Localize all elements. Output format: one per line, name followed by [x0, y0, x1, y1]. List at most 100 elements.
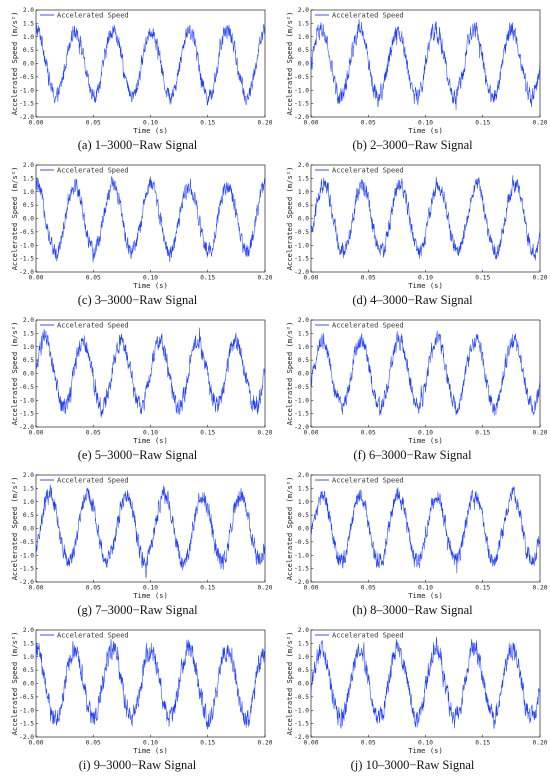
y-tick-label: 1.0: [298, 499, 309, 506]
chart-svg-6: -2.0 -1.5 -1.0 -0.5 0.0 0.5 1.0 1.5 2.0 0.00 0.05 0…: [285, 317, 548, 445]
y-tick-label: 1.0: [298, 344, 309, 351]
x-tick-label: 0.10: [418, 740, 433, 747]
y-tick-label: 2.0: [298, 7, 309, 14]
y-tick-label: -2.0: [19, 269, 34, 276]
x-tick-label: 0.00: [29, 740, 44, 747]
y-tick-label: -2.0: [294, 579, 309, 586]
x-tick-label: 0.15: [200, 275, 215, 282]
x-tick-label: 0.00: [29, 120, 44, 127]
chart-svg-1: -2.0 -1.5 -1.0 -0.5 0.0 0.5 1.0 1.5 2.0 0.00 0.05 0…: [10, 7, 273, 135]
x-tick-label: 0.05: [86, 430, 101, 437]
x-tick-label: 0.10: [418, 585, 433, 592]
y-tick-label: 1.0: [23, 344, 34, 351]
x-tick-label: 0.15: [475, 430, 490, 437]
panel-caption: (i) 9–3000−Raw Signal: [78, 758, 197, 772]
y-tick-label: 1.5: [23, 485, 34, 492]
x-axis-label: Time (s): [133, 436, 168, 445]
y-tick-label: -1.5: [294, 566, 309, 573]
y-tick-label: 0.5: [23, 512, 34, 519]
chart-svg-5: -2.0 -1.5 -1.0 -0.5 0.0 0.5 1.0 1.5 2.0 0.00 0.05 0…: [10, 317, 273, 445]
y-axis-label: Accelerated Speed (m/s²): [10, 167, 19, 271]
x-tick-label: 0.20: [258, 740, 273, 747]
panel-caption: (h) 8–3000−Raw Signal: [352, 603, 473, 617]
chart-svg-10: -2.0 -1.5 -1.0 -0.5 0.0 0.5 1.0 1.5 2.0 0.00 0.05 0…: [285, 627, 548, 755]
signal-line: [35, 176, 266, 263]
y-tick-label: 0.0: [23, 61, 34, 68]
y-axis-label: Accelerated Speed (m/s²): [10, 12, 19, 116]
legend-label: Accelerated Speed: [57, 166, 129, 174]
x-tick-label: 0.15: [475, 585, 490, 592]
y-tick-label: -1.5: [294, 256, 309, 263]
y-tick-label: -0.5: [294, 539, 309, 546]
y-tick-label: -1.0: [294, 397, 309, 404]
y-tick-label: -2.0: [294, 734, 309, 741]
y-tick-label: -1.0: [294, 242, 309, 249]
y-tick-label: -2.0: [19, 424, 34, 431]
y-tick-label: 0.0: [23, 681, 34, 688]
plot-frame: [310, 164, 541, 273]
y-tick-label: -0.5: [294, 384, 309, 391]
y-tick-label: -1.5: [19, 101, 34, 108]
chart-panel-6: -2.0 -1.5 -1.0 -0.5 0.0 0.5 1.0 1.5 2.0 0.00 0.05 0…: [275, 310, 550, 465]
y-tick-label: -1.0: [294, 87, 309, 94]
y-tick-label: -2.0: [19, 734, 34, 741]
chart-svg-8: -2.0 -1.5 -1.0 -0.5 0.0 0.5 1.0 1.5 2.0 0.00 0.05 0…: [285, 472, 548, 600]
y-tick-label: -1.5: [19, 721, 34, 728]
chart-panel-4: -2.0 -1.5 -1.0 -0.5 0.0 0.5 1.0 1.5 2.0 0.00 0.05 0…: [275, 155, 550, 310]
legend-label: Accelerated Speed: [332, 11, 404, 19]
panel-caption: (g) 7–3000−Raw Signal: [77, 603, 198, 617]
x-tick-label: 0.05: [86, 275, 101, 282]
legend-label: Accelerated Speed: [332, 631, 404, 639]
y-tick-label: 0.5: [23, 47, 34, 54]
panel-caption: (a) 1–3000−Raw Signal: [77, 138, 198, 152]
x-tick-label: 0.00: [304, 430, 319, 437]
x-tick-label: 0.05: [361, 585, 376, 592]
y-tick-label: 0.0: [23, 526, 34, 533]
y-tick-label: 0.5: [23, 667, 34, 674]
x-axis-label: Time (s): [133, 126, 168, 135]
y-axis-label: Accelerated Speed (m/s²): [285, 632, 294, 736]
plot-frame: [310, 9, 541, 118]
y-tick-label: 1.5: [298, 485, 309, 492]
y-tick-label: -0.5: [19, 694, 34, 701]
x-axis-label: Time (s): [408, 281, 443, 290]
x-tick-label: 0.10: [143, 275, 158, 282]
y-tick-label: -1.0: [19, 552, 34, 559]
signal-line: [35, 23, 266, 106]
legend-label: Accelerated Speed: [57, 321, 129, 329]
y-tick-label: -0.5: [19, 384, 34, 391]
y-axis-label: Accelerated Speed (m/s²): [285, 12, 294, 116]
chart-panel-1: -2.0 -1.5 -1.0 -0.5 0.0 0.5 1.0 1.5 2.0 0.00 0.05 0…: [0, 0, 275, 155]
x-tick-label: 0.15: [200, 585, 215, 592]
y-tick-label: -0.5: [294, 74, 309, 81]
x-axis-label: Time (s): [133, 746, 168, 755]
y-tick-label: 2.0: [298, 317, 309, 324]
plot-frame: [35, 319, 266, 428]
x-tick-label: 0.00: [304, 740, 319, 747]
chart-svg-3: -2.0 -1.5 -1.0 -0.5 0.0 0.5 1.0 1.5 2.0 0.00 0.05 0…: [10, 162, 273, 290]
x-tick-label: 0.10: [143, 430, 158, 437]
x-tick-label: 0.05: [361, 430, 376, 437]
x-tick-label: 0.20: [258, 585, 273, 592]
y-tick-label: 0.0: [298, 681, 309, 688]
y-axis-label: Accelerated Speed (m/s²): [285, 477, 294, 581]
y-tick-label: 1.0: [23, 189, 34, 196]
y-tick-label: -1.0: [19, 87, 34, 94]
y-axis-label: Accelerated Speed (m/s²): [10, 477, 19, 581]
y-axis-label: Accelerated Speed (m/s²): [285, 167, 294, 271]
legend-label: Accelerated Speed: [57, 631, 129, 639]
chart-svg-2: -2.0 -1.5 -1.0 -0.5 0.0 0.5 1.0 1.5 2.0 0.00 0.05 0…: [285, 7, 548, 135]
x-tick-label: 0.05: [86, 585, 101, 592]
x-tick-label: 0.10: [418, 430, 433, 437]
plot-frame: [35, 629, 266, 738]
y-tick-label: 1.5: [23, 20, 34, 27]
x-tick-label: 0.15: [475, 120, 490, 127]
x-tick-label: 0.00: [304, 275, 319, 282]
y-tick-label: 1.0: [298, 34, 309, 41]
chart-panel-3: -2.0 -1.5 -1.0 -0.5 0.0 0.5 1.0 1.5 2.0 0.00 0.05 0…: [0, 155, 275, 310]
x-tick-label: 0.05: [361, 740, 376, 747]
y-tick-label: -0.5: [19, 229, 34, 236]
y-tick-label: 0.0: [298, 371, 309, 378]
x-tick-label: 0.15: [200, 120, 215, 127]
x-tick-label: 0.05: [86, 740, 101, 747]
